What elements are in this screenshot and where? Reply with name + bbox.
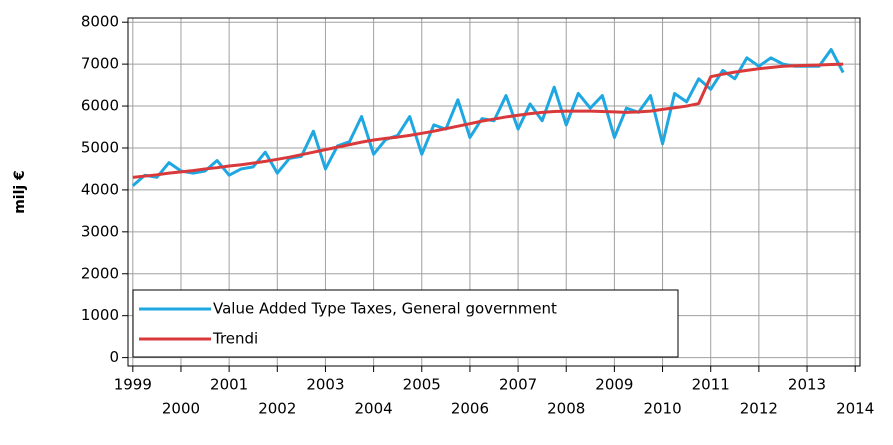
data-line: [132, 62, 844, 179]
x-tick-label: 2008: [547, 400, 585, 418]
y-tick-label: 8000: [81, 13, 119, 31]
y-tick-label: 7000: [81, 55, 119, 73]
x-tick-label: 2002: [258, 400, 296, 418]
y-tick-label: 1000: [81, 306, 119, 324]
legend-box: [132, 289, 679, 358]
x-tick-label: 2010: [643, 400, 681, 418]
y-tick-label: 3000: [81, 222, 119, 240]
x-tick-label: 2007: [499, 376, 537, 394]
x-tick-label: 2006: [451, 400, 489, 418]
x-tick-label: 2000: [162, 400, 200, 418]
x-tick-label: 2005: [403, 376, 441, 394]
y-tick-label: 0: [109, 348, 119, 366]
legend-label: Value Added Type Taxes, General governme…: [213, 300, 557, 318]
x-tick-label: 2004: [355, 400, 393, 418]
y-tick-label: 2000: [81, 264, 119, 282]
x-tick-label: 2003: [306, 376, 344, 394]
x-tick-label: 2011: [692, 376, 730, 394]
plot-frame: [127, 17, 861, 367]
x-tick-label: 2013: [788, 376, 826, 394]
y-tick-label: 4000: [81, 180, 119, 198]
x-tick-label: 2001: [210, 376, 248, 394]
x-tick-label: 2012: [740, 400, 778, 418]
x-tick-label: 2014: [836, 400, 874, 418]
x-tick-label: 2009: [595, 376, 633, 394]
y-tick-label: 6000: [81, 97, 119, 115]
x-tick-label: 1999: [114, 376, 152, 394]
y-tick-label: 5000: [81, 138, 119, 156]
y-axis-label: milj €: [12, 170, 28, 214]
legend-label: Trendi: [212, 330, 258, 348]
